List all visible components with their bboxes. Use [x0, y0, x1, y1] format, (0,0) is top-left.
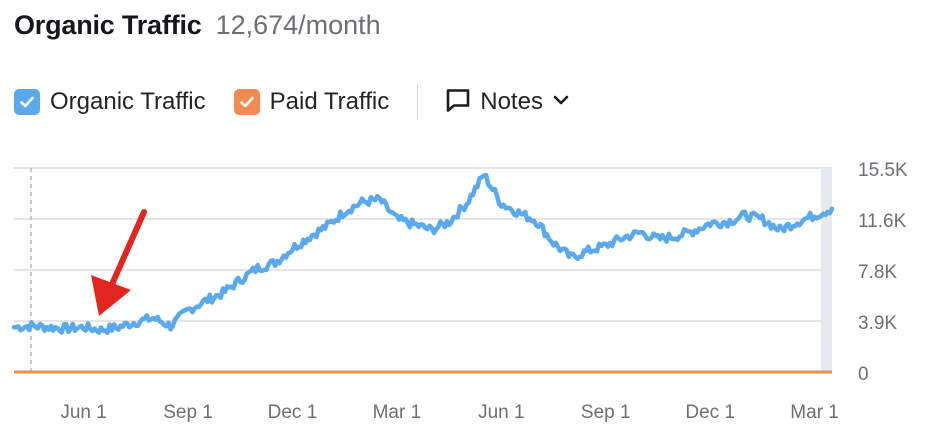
x-tick-label: Jun 1 [60, 402, 106, 423]
annotation-arrow-shaft [110, 209, 147, 285]
legend-bar: Organic Traffic Paid Traffic Notes [14, 84, 571, 120]
notes-dropdown-button[interactable]: Notes [444, 86, 571, 119]
chart-title: Organic Traffic [14, 10, 202, 40]
x-tick-label: Jun 1 [478, 402, 524, 423]
y-tick-label: 15.5K [858, 160, 908, 181]
chevron-down-icon [551, 90, 571, 115]
traffic-chart-svg: 15.5K 11.6K 7.8K 3.9K 0 Jun 1 Sep 1 Dec 1 Mar 1 J… [11, 160, 908, 423]
organic-traffic-label: Organic Traffic [50, 88, 206, 115]
x-tick-label: Mar 1 [373, 402, 422, 423]
legend-divider [417, 84, 419, 120]
notes-label: Notes [480, 88, 543, 115]
organic-traffic-toggle[interactable]: Organic Traffic [14, 88, 206, 116]
comment-icon [444, 86, 472, 119]
paid-traffic-label: Paid Traffic [269, 88, 390, 115]
y-tick-label: 11.6K [858, 211, 907, 232]
current-period-band [821, 168, 832, 372]
paid-traffic-toggle[interactable]: Paid Traffic [233, 88, 390, 116]
x-tick-label: Mar 1 [790, 402, 839, 423]
traffic-total: 12,674/month [215, 10, 381, 40]
traffic-chart: 15.5K 11.6K 7.8K 3.9K 0 Jun 1 Sep 1 Dec 1 Mar 1 J… [0, 150, 932, 442]
annotation-arrow-head [91, 275, 131, 316]
chart-header: Organic Traffic 12,674/month [14, 10, 381, 41]
organic-checkbox-icon[interactable] [14, 89, 40, 115]
y-tick-label: 3.9K [858, 313, 897, 334]
x-tick-label: Sep 1 [581, 402, 631, 423]
x-tick-label: Dec 1 [685, 402, 735, 423]
paid-checkbox-icon[interactable] [233, 89, 260, 115]
organic-traffic-line [11, 172, 835, 336]
y-tick-label: 0 [858, 364, 869, 385]
x-tick-label: Dec 1 [268, 402, 318, 423]
x-tick-label: Sep 1 [163, 402, 213, 423]
y-tick-label: 7.8K [858, 262, 897, 283]
